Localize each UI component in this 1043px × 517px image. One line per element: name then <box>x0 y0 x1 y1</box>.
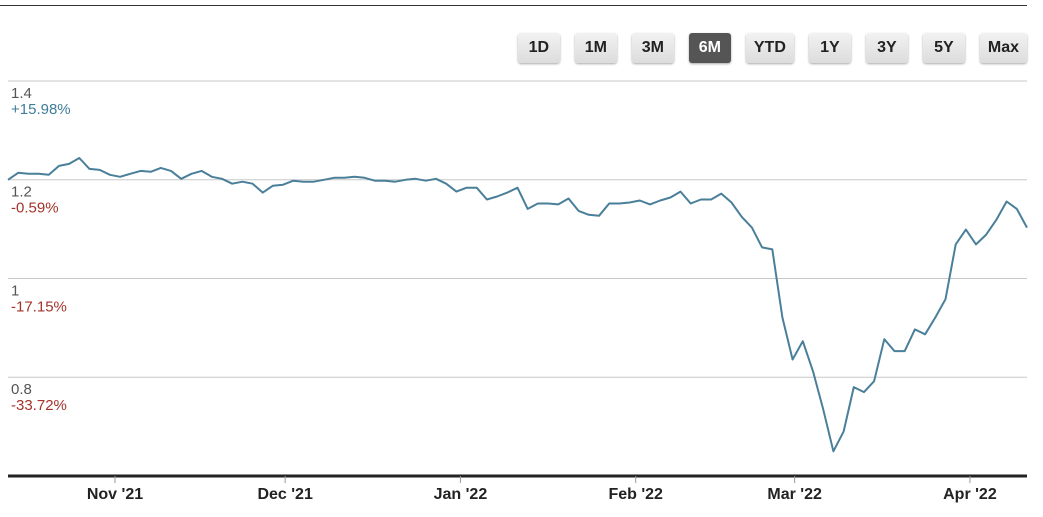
x-tick-label: Mar '22 <box>767 486 822 503</box>
y-tick-label: 1.4 <box>11 85 32 102</box>
x-tick-label: Dec '21 <box>257 486 313 503</box>
y-tick-change: -17.15% <box>11 298 67 315</box>
range-button[interactable]: 3M <box>631 33 674 63</box>
x-tick-label: Feb '22 <box>608 486 663 503</box>
y-tick-change: -33.72% <box>11 397 67 414</box>
range-button[interactable]: 1D <box>517 33 560 63</box>
x-tick-label: Jan '22 <box>434 486 488 503</box>
y-tick-label: 1 <box>11 282 19 299</box>
y-tick-change: -0.59% <box>11 200 59 217</box>
range-button[interactable]: 1Y <box>808 33 851 63</box>
range-button[interactable]: 6M <box>688 33 731 63</box>
y-tick-change: +15.98% <box>11 101 71 118</box>
x-tick-label: Apr '22 <box>943 486 997 503</box>
x-tick-label: Nov '21 <box>87 486 143 503</box>
range-button[interactable]: 3Y <box>865 33 908 63</box>
y-tick-label: 1.2 <box>11 184 32 201</box>
price-line <box>7 157 1028 453</box>
top-border <box>0 5 1027 6</box>
range-button[interactable]: YTD <box>745 33 794 63</box>
range-button[interactable]: Max <box>979 33 1027 63</box>
range-button[interactable]: 1M <box>574 33 617 63</box>
y-tick-label: 0.8 <box>11 381 32 398</box>
range-button[interactable]: 5Y <box>922 33 965 63</box>
range-buttons: 1D 1M 3M 6M YTD 1Y 3Y 5Y Max <box>517 33 1027 63</box>
